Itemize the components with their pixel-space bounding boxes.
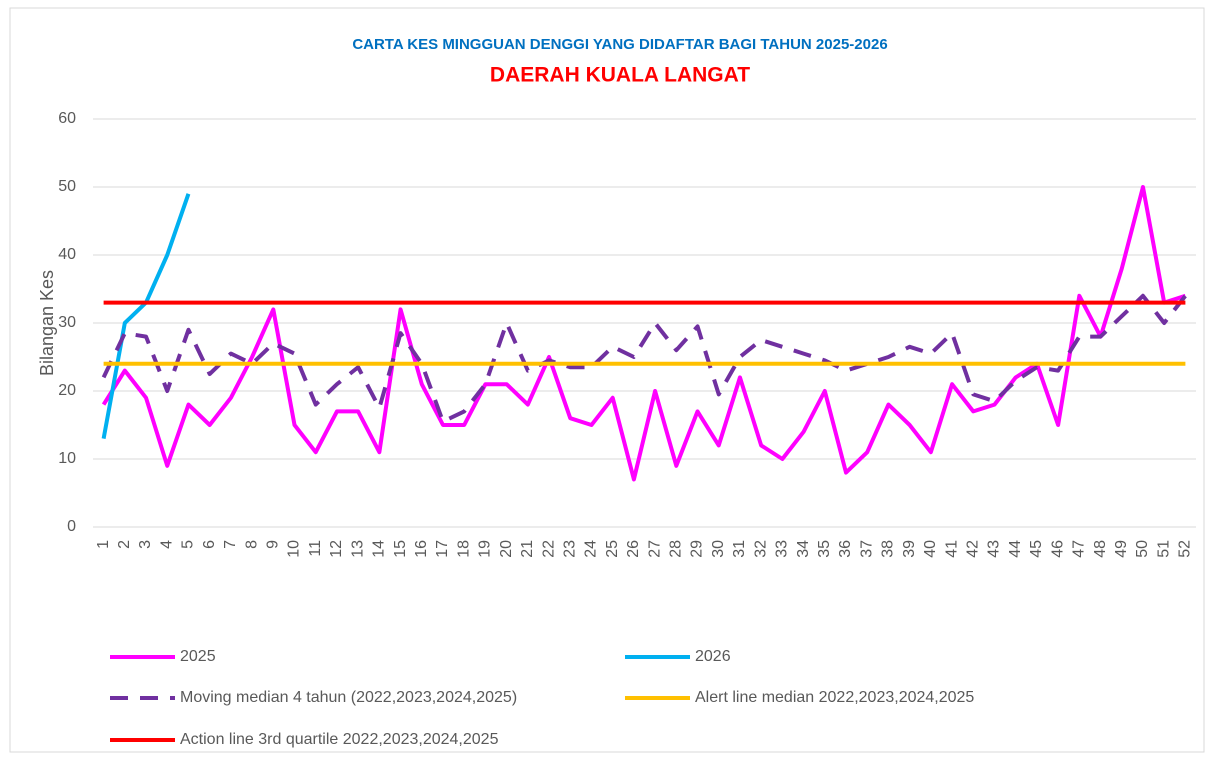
- x-tick-label: 13: [349, 540, 366, 558]
- x-tick-label: 39: [901, 540, 918, 558]
- y-tick-label: 0: [67, 518, 76, 535]
- x-tick-label: 48: [1092, 540, 1109, 558]
- x-tick-label: 24: [583, 540, 600, 558]
- x-tick-label: 3: [137, 540, 154, 549]
- x-tick-label: 10: [286, 540, 303, 558]
- x-tick-label: 31: [731, 540, 748, 558]
- x-tick-label: 36: [837, 540, 854, 558]
- x-tick-label: 25: [604, 540, 621, 558]
- y-axis-label: Bilangan Kes: [37, 270, 57, 376]
- x-tick-label: 1: [95, 540, 112, 549]
- legend-label: 2025: [180, 648, 216, 665]
- x-tick-label: 33: [774, 540, 791, 558]
- x-tick-label: 41: [943, 540, 960, 558]
- x-tick-label: 38: [880, 540, 897, 558]
- x-tick-label: 50: [1134, 540, 1151, 558]
- x-tick-label: 21: [519, 540, 536, 558]
- x-tick-label: 12: [328, 540, 345, 558]
- series-line: [101, 293, 1187, 424]
- y-tick-label: 30: [58, 314, 76, 331]
- x-tick-label: 19: [477, 540, 494, 558]
- x-tick-label: 45: [1028, 540, 1045, 558]
- chart-subtitle: DAERAH KUALA LANGAT: [490, 64, 750, 87]
- x-tick-label: 34: [795, 540, 812, 558]
- x-tick-label: 4: [158, 540, 175, 549]
- x-tick-label: 46: [1049, 540, 1066, 558]
- legend-label: Moving median 4 tahun (2022,2023,2024,20…: [180, 689, 517, 706]
- x-tick-label: 5: [180, 540, 197, 549]
- legend-label: Alert line median 2022,2023,2024,2025: [695, 689, 974, 706]
- y-tick-label: 50: [58, 178, 76, 195]
- x-tick-label: 8: [243, 540, 260, 549]
- x-tick-label: 27: [646, 540, 663, 558]
- x-tick-label: 32: [752, 540, 769, 558]
- y-tick-label: 40: [58, 246, 76, 263]
- x-tick-label: 7: [222, 540, 239, 549]
- legend-label: 2026: [695, 648, 731, 665]
- y-tick-label: 20: [58, 382, 76, 399]
- x-tick-label: 15: [392, 540, 409, 558]
- x-tick-label: 47: [1071, 540, 1088, 558]
- x-tick-label: 6: [201, 540, 218, 549]
- x-tick-label: 35: [816, 540, 833, 558]
- chart-title: CARTA KES MINGGUAN DENGGI YANG DIDAFTAR …: [352, 36, 887, 53]
- x-tick-label: 11: [307, 540, 324, 557]
- x-tick-label: 18: [455, 540, 472, 558]
- x-tick-label: 9: [265, 540, 282, 549]
- x-tick-label: 37: [858, 540, 875, 558]
- x-tick-label: 49: [1113, 540, 1130, 558]
- chart-frame: [9, 7, 1205, 753]
- x-tick-label: 43: [986, 540, 1003, 558]
- x-tick-label: 23: [561, 540, 578, 558]
- x-tick-label: 26: [625, 540, 642, 558]
- y-tick-label: 10: [58, 450, 76, 467]
- x-tick-label: 40: [922, 540, 939, 558]
- x-tick-label: 16: [413, 540, 430, 558]
- x-tick-label: 52: [1177, 540, 1194, 558]
- x-tick-label: 28: [668, 540, 685, 558]
- x-tick-label: 20: [498, 540, 515, 558]
- legend-label: Action line 3rd quartile 2022,2023,2024,…: [180, 731, 499, 748]
- x-tick-label: 17: [434, 540, 451, 558]
- x-tick-label: 14: [371, 540, 388, 558]
- x-tick-label: 42: [964, 540, 981, 558]
- x-tick-label: 44: [1007, 540, 1024, 558]
- x-tick-label: 2: [116, 540, 133, 549]
- x-tick-label: 30: [710, 540, 727, 558]
- x-tick-label: 51: [1155, 540, 1172, 558]
- x-tick-label: 22: [540, 540, 557, 558]
- y-tick-label: 60: [58, 110, 76, 127]
- x-tick-label: 29: [689, 540, 706, 558]
